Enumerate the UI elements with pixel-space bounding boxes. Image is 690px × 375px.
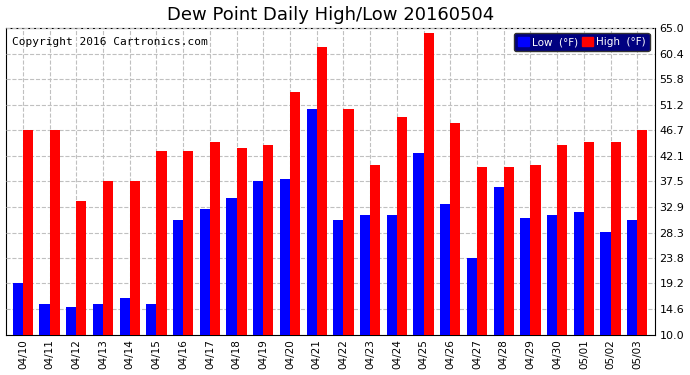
- Bar: [638, 130, 647, 335]
- Bar: [558, 145, 567, 335]
- Bar: [39, 304, 50, 335]
- Bar: [600, 231, 611, 335]
- Legend: Low  (°F), High  (°F): Low (°F), High (°F): [514, 33, 649, 51]
- Bar: [520, 217, 531, 335]
- Bar: [467, 258, 477, 335]
- Bar: [611, 142, 621, 335]
- Bar: [360, 215, 371, 335]
- Bar: [210, 142, 220, 335]
- Bar: [317, 47, 327, 335]
- Bar: [344, 109, 354, 335]
- Bar: [440, 204, 451, 335]
- Bar: [531, 165, 541, 335]
- Bar: [584, 142, 594, 335]
- Bar: [200, 209, 210, 335]
- Bar: [93, 304, 103, 335]
- Bar: [77, 201, 86, 335]
- Bar: [280, 178, 290, 335]
- Bar: [387, 215, 397, 335]
- Bar: [413, 153, 424, 335]
- Bar: [119, 298, 130, 335]
- Bar: [253, 181, 264, 335]
- Bar: [397, 117, 407, 335]
- Bar: [477, 167, 487, 335]
- Bar: [424, 33, 434, 335]
- Bar: [226, 198, 237, 335]
- Bar: [547, 215, 558, 335]
- Bar: [23, 130, 33, 335]
- Text: Copyright 2016 Cartronics.com: Copyright 2016 Cartronics.com: [12, 37, 208, 47]
- Bar: [371, 165, 380, 335]
- Bar: [306, 109, 317, 335]
- Bar: [103, 181, 113, 335]
- Bar: [493, 187, 504, 335]
- Bar: [146, 304, 157, 335]
- Bar: [13, 284, 23, 335]
- Bar: [333, 220, 344, 335]
- Bar: [504, 167, 514, 335]
- Bar: [130, 181, 140, 335]
- Bar: [157, 151, 167, 335]
- Bar: [173, 220, 184, 335]
- Bar: [50, 130, 60, 335]
- Title: Dew Point Daily High/Low 20160504: Dew Point Daily High/Low 20160504: [166, 6, 494, 24]
- Bar: [290, 92, 300, 335]
- Bar: [451, 123, 460, 335]
- Bar: [627, 220, 638, 335]
- Bar: [264, 145, 273, 335]
- Bar: [237, 148, 247, 335]
- Bar: [66, 307, 77, 335]
- Bar: [184, 151, 193, 335]
- Bar: [574, 212, 584, 335]
